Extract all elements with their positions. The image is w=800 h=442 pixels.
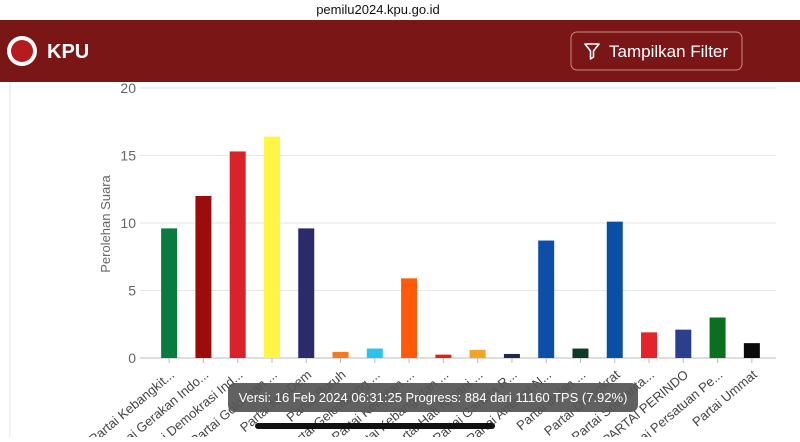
y-tick-label: 10 <box>120 215 136 231</box>
bar <box>675 329 692 358</box>
bar <box>161 228 178 358</box>
bar <box>572 348 589 358</box>
bar <box>332 351 349 358</box>
bar <box>366 348 383 358</box>
filter-button-label[interactable]: Tampilkan Filter <box>609 42 728 61</box>
logo-inner <box>11 40 33 62</box>
filter-button[interactable] <box>570 31 743 71</box>
bar <box>743 343 760 358</box>
brand: KPU <box>47 41 89 63</box>
y-tick-label: 5 <box>128 283 136 299</box>
bar <box>606 221 623 358</box>
version-tooltip <box>228 383 638 412</box>
home-indicator <box>255 423 495 429</box>
bar <box>709 317 726 358</box>
bar <box>229 151 246 358</box>
header <box>0 20 800 82</box>
y-tick-label: 15 <box>120 148 136 164</box>
bar <box>298 228 315 358</box>
y-tick-label: 0 <box>128 350 136 366</box>
bar <box>435 354 452 358</box>
y-axis-label: Perolehan Suara <box>98 174 113 272</box>
browser-bar <box>0 0 800 20</box>
bar <box>503 353 520 358</box>
bar <box>469 349 486 358</box>
url: pemilu2024.kpu.go.id <box>316 2 440 17</box>
bar <box>641 332 658 358</box>
filter-icon <box>584 43 600 60</box>
y-tick-label: 20 <box>120 80 136 96</box>
version-info: Versi: 16 Feb 2024 06:31:25 Progress: 88… <box>239 390 628 405</box>
bar <box>263 136 280 358</box>
bar <box>401 278 418 358</box>
bar <box>195 196 212 358</box>
bar <box>538 240 555 358</box>
